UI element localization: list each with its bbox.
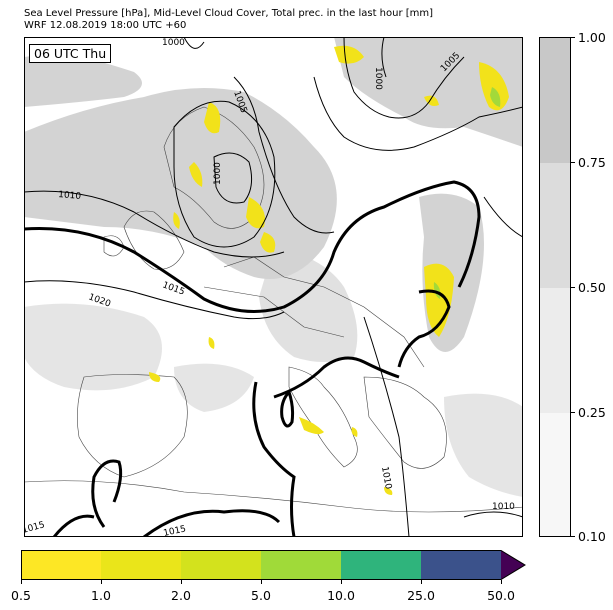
precip-color-step: [101, 550, 181, 580]
precip-tick-label: 2.0: [171, 588, 191, 603]
precip-color-step: [341, 550, 421, 580]
precip-color-step: [21, 550, 101, 580]
cloud-cover-color-step: [540, 163, 570, 288]
cloud-cover-tick-label: 0.50: [578, 280, 606, 295]
isobar-label: 1000: [373, 67, 383, 90]
isobars-thick: [24, 180, 481, 537]
precip-color-step: [421, 550, 501, 580]
coastlines: [24, 106, 523, 513]
cloud-cover-color-step: [540, 413, 570, 536]
cloud-cover-color-step: [540, 38, 570, 163]
precip-color-step: [181, 550, 261, 580]
cloud-cover-tick-label: 0.10: [578, 529, 606, 544]
precip-tick-label: 0.5: [11, 588, 31, 603]
precip-color-step: [261, 550, 341, 580]
isobar-label: 1010: [492, 502, 515, 512]
isobar-label: 1015: [163, 524, 187, 537]
cloud-cover-tick-label: 0.75: [578, 155, 606, 170]
cloud-cover-tick-label: 1.00: [578, 30, 606, 45]
precip-tick-label: 5.0: [251, 588, 271, 603]
isobars-thin: [24, 37, 523, 537]
precip-tick-label: 25.0: [407, 588, 435, 603]
precip-color-extend: [501, 550, 525, 580]
time-label: 06 UTC Thu: [29, 44, 112, 63]
cloud-cover-color-step: [540, 288, 570, 413]
precipitation-layer: [149, 45, 509, 495]
isobar-label: 1000: [162, 38, 185, 48]
isobar-label: 1010: [58, 190, 82, 202]
cloud-cover-colorbar: [539, 37, 571, 537]
precip-tick-label: 10.0: [327, 588, 355, 603]
weather-map: 1000 1000 1005 1005 1000 1010 1015 1020 …: [24, 37, 523, 537]
precip-tick-label: 1.0: [91, 588, 111, 603]
isobar-label: 1010: [379, 466, 393, 491]
cloud-cover-tick-label: 0.25: [578, 405, 606, 420]
cloud-cover-layer: [24, 37, 523, 497]
isobar-label: 1000: [213, 162, 223, 185]
chart-title-line1: Sea Level Pressure [hPa], Mid-Level Clou…: [24, 8, 434, 19]
precipitation-colorbar: [21, 550, 526, 580]
precip-tick-label: 50.0: [487, 588, 515, 603]
chart-title-line2: WRF 12.08.2019 18:00 UTC +60: [24, 20, 187, 31]
